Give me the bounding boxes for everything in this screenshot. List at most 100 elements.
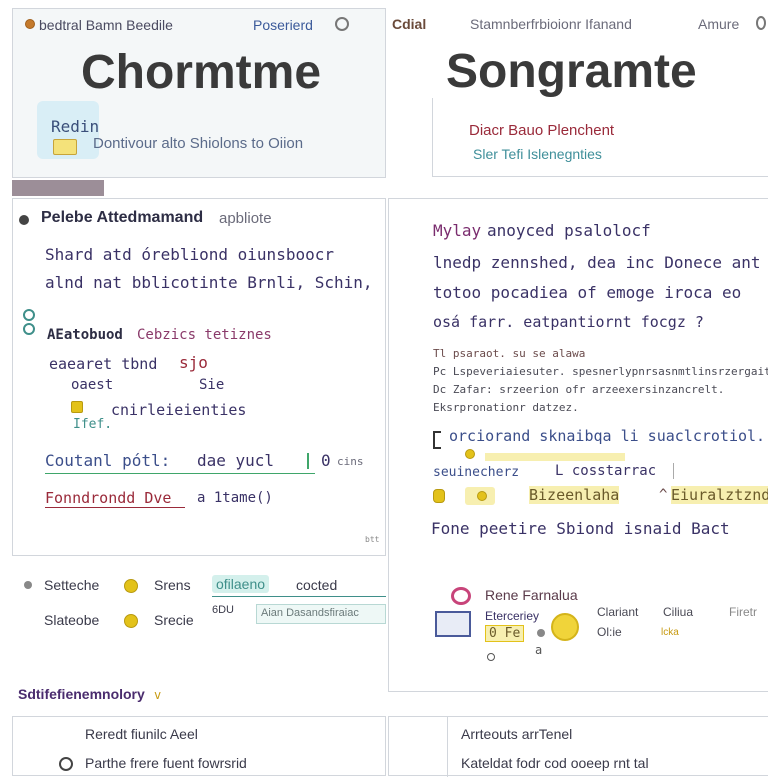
total-value: dae yucl: [197, 451, 275, 470]
header-center-label[interactable]: Stamnberfrbioionr Ifanand: [470, 16, 632, 32]
column-value: lcka: [661, 627, 679, 638]
section-heading: Pelebe Attedmamand: [41, 209, 204, 226]
text-line: orciorand sknaibqa li suaclcrotiol.: [449, 427, 766, 445]
bracket-mark: [433, 431, 441, 449]
underline: [212, 596, 386, 597]
left-content-panel: Pelebe Attedmamand apbliote Shard atd ór…: [12, 198, 386, 556]
badge-icon[interactable]: [551, 613, 579, 641]
tag-icon: [71, 401, 83, 413]
text-line: lnedp zennshed, dea inc Donece ant: [433, 253, 761, 272]
small-note: Dc Zafar: srzeerion ofr arzeexersinzancr…: [433, 383, 725, 396]
pin-icon: [23, 323, 35, 335]
coin-icon: [124, 614, 138, 628]
tab-label[interactable]: bedtral Bamn Beedile: [39, 17, 173, 33]
subtitle-box: Diacr Bauo Plenchent Sler Tefi Islenegnt…: [432, 98, 768, 177]
highlight-text: Bizeenlaha: [529, 486, 620, 504]
highlight-bar: [485, 453, 625, 461]
small-note: Pc Lspeveriaiesuter. spesnerlypnrsasnmtl…: [433, 365, 768, 378]
text-line: totoo pocadiea of emoge iroca eo: [433, 283, 742, 302]
settings-icon[interactable]: [335, 17, 349, 31]
footer-item[interactable]: Kateldat fodr cod ooeep rnt tal: [461, 755, 649, 771]
info-card[interactable]: Redin: [37, 101, 99, 159]
dot-icon: [487, 653, 495, 661]
row-label: Slateobe: [44, 612, 100, 628]
footer-label: Fonndrondd Dve: [45, 489, 172, 507]
text-line: seuinecherz: [433, 465, 520, 480]
text-line: L cosstarrac: [555, 463, 657, 479]
list-item[interactable]: cnirleieienties: [111, 401, 247, 419]
footer-title: Arrteouts arrTenel: [461, 726, 573, 742]
header-left-label[interactable]: Cdial: [392, 16, 427, 32]
total-extra-2: cins: [337, 455, 364, 468]
record-icon[interactable]: [451, 587, 471, 605]
left-header-panel: bedtral Bamn Beedile Poserierd Chormtme …: [12, 8, 386, 178]
list-item-note: Ifef.: [73, 417, 113, 432]
text-line: Shard atd órebliond oiunsboocr: [45, 245, 334, 264]
row-value: 6DU: [212, 604, 235, 616]
profile-chip[interactable]: 0 Fe: [485, 625, 525, 642]
small-note: Tl psaraot. su se alawa: [433, 347, 586, 360]
column-value: Ol:ie: [597, 625, 622, 639]
divider: [447, 717, 448, 777]
total-extra: 0: [321, 451, 331, 470]
column-head: Clariant: [597, 605, 639, 619]
menu-icon[interactable]: [756, 16, 766, 30]
search-input[interactable]: Aian Dasandsfiraiac: [256, 604, 386, 624]
dot-icon: [537, 629, 545, 637]
header-right-label[interactable]: Poserierd: [253, 17, 313, 33]
text-line: osá farr. eatpantiornt focgz ?: [433, 313, 704, 331]
text-line: Fone peetire Sbiond isnaid Bact: [431, 519, 730, 538]
footer-left-panel: Reredt fiunilc Aeel Parthe frere fuent f…: [12, 716, 386, 776]
divider-mark: [307, 453, 309, 469]
brand-icon: [25, 19, 35, 29]
profile-label: Eterceriey: [485, 609, 540, 623]
image-icon[interactable]: [435, 611, 471, 637]
footer-brand: Sdtifefienemnolory: [18, 686, 145, 702]
footer-right-panel: Arrteouts arrTenel Kateldat fodr cod ooe…: [388, 716, 768, 777]
sub-label: AEatobuod: [47, 327, 123, 343]
small-note: Eksrpronationr datzez.: [433, 401, 579, 414]
dot-icon: [24, 581, 32, 589]
scrollbar-thumb[interactable]: [12, 180, 104, 196]
underline: [45, 473, 315, 474]
pin-icon: [23, 309, 35, 321]
list-item[interactable]: eaearet tbnd: [49, 355, 158, 373]
chevron-down-icon[interactable]: v: [154, 688, 162, 702]
footer-title: Reredt fiunilc Aeel: [85, 726, 198, 742]
list-item[interactable]: oaest: [71, 377, 114, 393]
card-title: Redin: [51, 117, 100, 136]
row-label: Setteche: [44, 577, 100, 593]
list-item-mark: sjo: [179, 353, 208, 372]
subtitle: Diacr Bauo Plenchent: [469, 122, 615, 139]
row-value: cocted: [296, 577, 338, 593]
footer-item[interactable]: Parthe frere fuent fowrsrid: [85, 755, 247, 771]
text-line: alnd nat bblicotinte Brnli, Schin,: [45, 273, 373, 292]
underline: [45, 507, 185, 508]
selected-chip[interactable]: ofilaeno: [212, 575, 270, 593]
radio-icon[interactable]: [59, 757, 73, 771]
corner-mark: btt: [365, 535, 380, 544]
profile-head: Rene Farnalua: [485, 587, 578, 603]
bullet-icon: [19, 215, 29, 225]
highlight-word: Mylay: [433, 221, 482, 240]
caret-mark: ^: [659, 487, 668, 503]
left-bottom-panel: Setteche Srens ofilaeno cocted Slateobe …: [12, 566, 386, 666]
footer-value: a 1tame(): [197, 490, 273, 506]
input-value: Aian Dasandsfiraiac: [261, 607, 359, 619]
right-content-panel: Mylay anoyced psalolocf lnedp zennshed, …: [388, 198, 768, 692]
right-header-panel: Cdial Stamnberfrbioionr Ifanand Amure So…: [388, 8, 768, 178]
list-item-value: Sie: [199, 377, 225, 393]
highlight-text: Eiuralztznd: [671, 486, 768, 504]
section-heading-suffix: apbliote: [219, 210, 272, 227]
sub-label: Cebzics tetiznes: [137, 327, 272, 343]
folder-icon: [53, 139, 77, 155]
header-right-label[interactable]: Amure: [698, 16, 740, 32]
coin-icon[interactable]: [433, 489, 445, 503]
subtitle-caption: Sler Tefi Islenegnties: [473, 146, 602, 162]
coin-icon: [477, 491, 487, 501]
card-text: Dontivour alto Shiolons to Oiion: [93, 135, 304, 152]
page-title: Songramte: [446, 45, 697, 98]
coin-icon: [124, 579, 138, 593]
column-head: Ciliua: [663, 605, 694, 619]
total-label: Coutanl pótl:: [45, 451, 171, 470]
